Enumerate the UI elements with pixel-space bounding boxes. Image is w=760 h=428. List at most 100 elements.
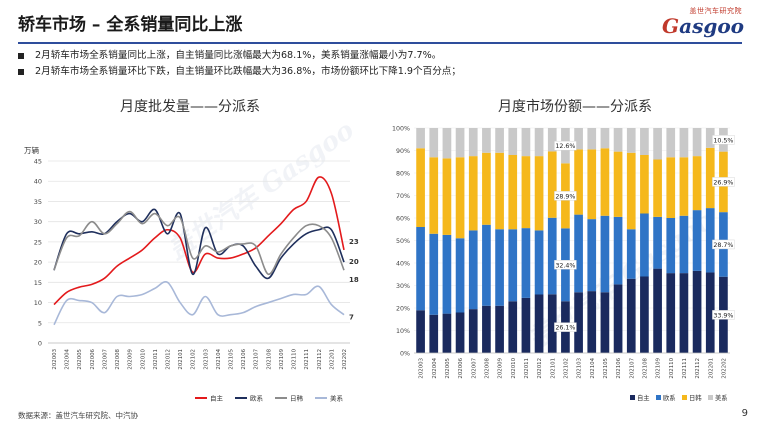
legend-label: 日韩 <box>290 394 304 403</box>
bar-segment-3 <box>455 157 465 239</box>
bar-segment-1 <box>547 294 557 353</box>
bar-segment-1 <box>640 276 649 353</box>
y-tick-label: 30 <box>34 218 42 226</box>
x-tick-label: 202003 <box>52 349 58 370</box>
bar-segment-3 <box>468 156 478 231</box>
bar-segment-1 <box>653 268 662 353</box>
y-tick-label: 30% <box>396 283 410 290</box>
x-tick-label: 202106 <box>241 348 247 369</box>
bar-segment-2 <box>442 234 452 314</box>
bar-segment-2 <box>679 215 689 274</box>
x-tick-label: 202105 <box>603 358 609 379</box>
data-label: 26.9% <box>713 179 733 186</box>
bar-segment-2 <box>574 214 583 293</box>
y-tick-label: 25 <box>34 238 42 246</box>
bar-segment-1 <box>534 294 544 353</box>
bar-segment-4 <box>416 128 425 149</box>
bar-segment-3 <box>640 155 649 214</box>
bar-segment-2 <box>468 230 478 310</box>
bar-segment-2 <box>429 233 439 315</box>
x-tick-label: 202005 <box>445 358 451 379</box>
bar-segment-1 <box>495 305 504 353</box>
y-tick-label: 0 <box>38 340 42 348</box>
legend-label: 日韩 <box>689 393 702 402</box>
x-tick-label: 202110 <box>669 357 675 378</box>
data-label-box <box>712 310 735 320</box>
bar-segment-3 <box>666 157 676 218</box>
bar-segment-4 <box>521 128 531 157</box>
legend-swatch <box>682 395 687 400</box>
bar-segment-4 <box>679 128 689 158</box>
x-tick-label: 202108 <box>266 348 272 369</box>
data-label-box <box>554 140 577 151</box>
bar-segment-3 <box>692 156 702 211</box>
bullet-text-1: 2月轿车市场全系销量同比上涨，自主销量同比涨幅最大为68.1%，美系销量涨幅最小… <box>35 50 442 61</box>
bar-segment-1 <box>626 278 636 353</box>
legend-label: 美系 <box>330 394 344 403</box>
x-tick-label: 202003 <box>419 358 425 379</box>
y-tick-label: 20 <box>34 259 42 267</box>
x-tick-label: 202107 <box>254 349 260 370</box>
bar-segment-1 <box>574 292 583 353</box>
x-tick-label: 202111 <box>304 349 310 370</box>
x-tick-label: 202010 <box>140 348 146 369</box>
series-line-4 <box>53 281 345 326</box>
data-label: 26.1% <box>555 325 575 332</box>
y-tick-label: 35 <box>34 198 42 206</box>
bar-segment-2 <box>455 238 465 313</box>
bullet-item-2: 2月轿车市场全系销量环比下跌，自主销量环比跌幅最大为36.8%，市场份额环比下降… <box>14 64 744 80</box>
bar-segment-4 <box>653 128 662 160</box>
x-tick-label: 202201 <box>708 358 714 379</box>
x-tick-label: 202004 <box>65 348 71 369</box>
bar-segment-4 <box>495 128 504 153</box>
bar-segment-4 <box>468 128 478 157</box>
y-tick-label: 45 <box>34 158 42 166</box>
bar-chart: 0% 10% 20% 30% 40% 50% 60% 70% 80% 90% 100% 202003 2… <box>392 126 735 402</box>
x-tick-label: 202102 <box>563 358 569 379</box>
bar-segment-2 <box>534 230 544 295</box>
bullet-square-icon <box>18 53 24 59</box>
y-tick-label: 40 <box>34 178 42 186</box>
bar-segment-2 <box>521 228 531 298</box>
x-tick-label: 202008 <box>484 357 490 378</box>
end-value-label: 20 <box>349 258 359 266</box>
data-label: 28.9% <box>555 193 575 200</box>
y-tick-label: 50% <box>396 238 410 245</box>
y-tick-label: 90% <box>396 148 410 155</box>
bar-segment-1 <box>416 310 425 353</box>
gasgoo-logo: Gasgoo <box>662 14 744 38</box>
bar-segment-2 <box>482 224 491 306</box>
bar-segment-4 <box>429 128 439 158</box>
bar-segment-4 <box>547 128 557 152</box>
bar-segment-1 <box>521 297 531 353</box>
y-tick-label: 10 <box>34 299 42 307</box>
bar-segment-4 <box>587 128 597 150</box>
legend-label: 欧系 <box>250 394 264 403</box>
bar-segment-2 <box>626 229 636 279</box>
x-tick-label: 202107 <box>629 358 635 379</box>
bar-segment-1 <box>600 292 610 353</box>
y-tick-label: 0% <box>400 351 410 358</box>
x-tick-label: 202004 <box>432 357 438 378</box>
line-chart-title: 月度批发量——分派系 <box>120 99 260 115</box>
bar-segment-3 <box>442 158 452 235</box>
x-tick-label: 202108 <box>642 357 648 378</box>
bar-segment-2 <box>705 208 715 273</box>
data-label-box <box>712 135 735 145</box>
bar-segment-4 <box>626 128 636 153</box>
bar-segment-3 <box>521 156 531 229</box>
bar-segment-3 <box>587 149 597 220</box>
x-tick-label: 202112 <box>695 358 701 379</box>
x-tick-label: 202007 <box>471 358 477 379</box>
logo-text: asgoo <box>679 14 744 38</box>
x-tick-label: 202202 <box>721 358 727 379</box>
x-tick-label: 202005 <box>77 349 83 370</box>
legend-swatch <box>656 395 661 400</box>
bar-segment-4 <box>600 128 610 149</box>
page-number: 9 <box>741 408 748 419</box>
x-tick-label: 202109 <box>279 348 285 369</box>
bar-segment-4 <box>640 128 649 155</box>
data-label-box <box>712 177 735 187</box>
y-tick-label: 20% <box>396 306 410 313</box>
bar-segment-3 <box>429 157 439 234</box>
